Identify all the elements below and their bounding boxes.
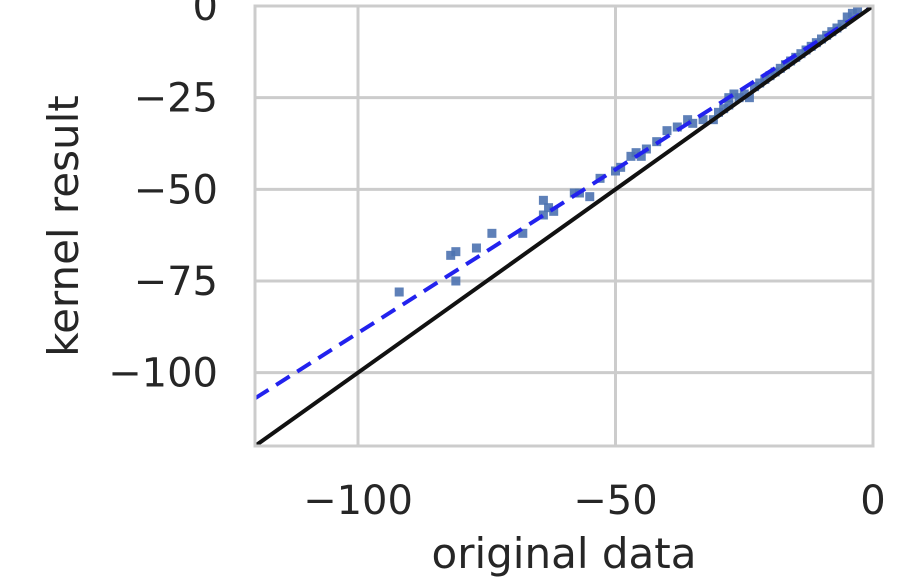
fit-line-dashed	[255, 6, 873, 401]
scatter-point	[744, 93, 754, 103]
scatter-point	[780, 60, 790, 70]
y-axis-label: kernel result	[39, 95, 88, 357]
scatter-point	[471, 243, 481, 253]
scatter-point	[842, 12, 852, 22]
scatter-point	[750, 82, 760, 92]
scatter-point	[719, 104, 729, 114]
scatter-point	[683, 115, 693, 125]
x-tick-label: −50	[573, 478, 657, 524]
scatter-point	[538, 195, 548, 205]
scatter-point	[847, 8, 857, 18]
scatter-point	[585, 192, 595, 202]
scatter-point	[451, 247, 461, 257]
scatter-point	[688, 118, 698, 128]
scatter-point	[739, 89, 749, 99]
scatter-point	[662, 126, 672, 136]
scatter-point	[626, 151, 636, 161]
scatter-point	[760, 74, 770, 84]
y-tick-label: −25	[134, 76, 218, 122]
identity-line	[255, 6, 873, 446]
scatter-point	[631, 148, 641, 158]
y-tick-label: −50	[134, 167, 218, 213]
scatter-point	[518, 228, 528, 238]
scatter-point	[714, 107, 723, 117]
scatter-point	[544, 203, 554, 213]
scatter-point	[770, 67, 780, 77]
scatter-point	[451, 276, 461, 286]
scatter-point	[796, 49, 806, 59]
scatter-point	[817, 34, 826, 44]
scatter-point	[549, 206, 559, 216]
scatter-point	[853, 6, 863, 15]
plot-area	[255, 6, 873, 446]
scatter-point	[775, 63, 785, 73]
scatter-point	[786, 56, 796, 66]
x-axis-label: original data	[432, 529, 697, 578]
scatter-point	[672, 122, 682, 132]
plot-frame	[253, 4, 875, 448]
scatter-point	[394, 287, 404, 297]
scatter-point	[569, 188, 579, 198]
x-tick-label: 0	[860, 478, 885, 524]
scatter-point	[837, 19, 847, 29]
scatter-point	[755, 78, 765, 88]
scatter-point	[729, 89, 739, 99]
scatter-point	[734, 93, 744, 103]
scatter-point	[636, 151, 646, 161]
y-tick-label: 0	[193, 0, 218, 30]
scatter-point	[698, 115, 708, 125]
tick-labels: −100 −50 0 0 −25 −50 −75 −100	[108, 0, 886, 524]
scatter-point	[765, 71, 775, 81]
scatter-point	[446, 250, 456, 260]
y-tick-label: −75	[134, 259, 218, 305]
scatter-point	[487, 228, 497, 238]
scatter-point	[724, 100, 734, 110]
x-tick-label: −100	[303, 478, 413, 524]
y-tick-label: −100	[108, 351, 218, 397]
scatter-point	[538, 210, 548, 220]
